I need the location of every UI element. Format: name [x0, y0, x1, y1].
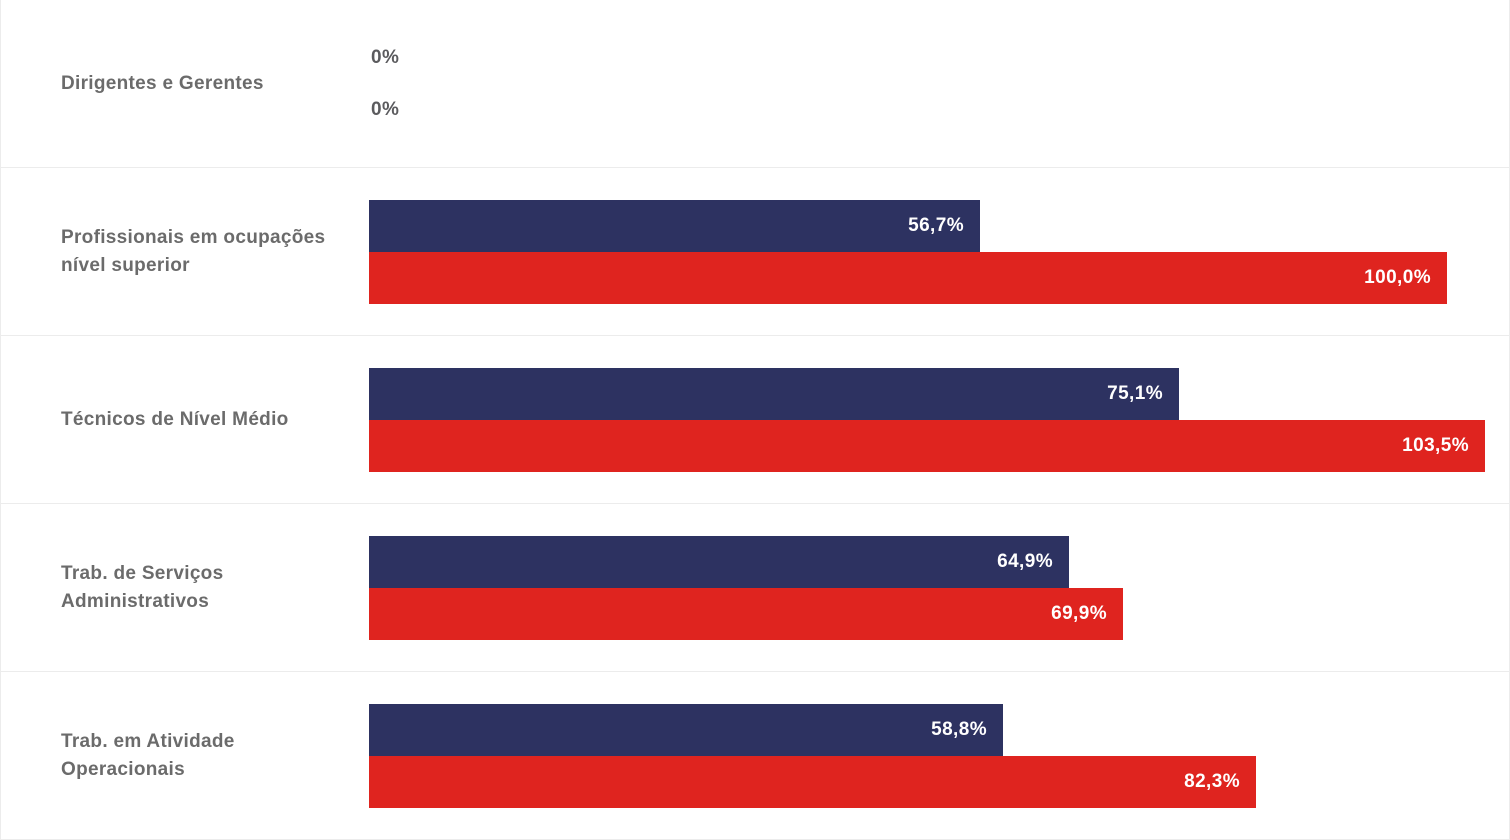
bar-series1: 56,7% [369, 199, 980, 252]
bar-slot-series1: 64,9% [369, 535, 1489, 588]
bar-value-label: 69,9% [1051, 602, 1107, 624]
chart-row: Dirigentes e Gerentes 0% 0% [1, 0, 1509, 168]
bar-value-label: 58,8% [931, 718, 987, 740]
category-label: Trab. de Serviços Administrativos [61, 562, 224, 612]
chart-row: Trab. em Atividade Operacionais 58,8% 82… [1, 672, 1509, 840]
bar-slot-series2: 100,0% [369, 251, 1489, 304]
bar-value-label: 103,5% [1402, 434, 1469, 456]
category-label: Técnicos de Nível Médio [61, 408, 289, 430]
bar-series1: 75,1% [369, 367, 1179, 420]
category-label: Dirigentes e Gerentes [61, 72, 264, 94]
bar-series2: 69,9% [369, 587, 1123, 640]
bar-value-label: 0% [371, 46, 400, 68]
bar-value-label: 82,3% [1184, 770, 1240, 792]
bar-value-label: 64,9% [997, 550, 1053, 572]
bar-slot-series2: 0% [369, 84, 1489, 136]
bar-series1: 58,8% [369, 703, 1003, 756]
chart-row: Profissionais em ocupações nível superio… [1, 168, 1509, 336]
bar-series2: 100,0% [369, 251, 1447, 304]
bar-series1: 64,9% [369, 535, 1069, 588]
bar-group: 75,1% 103,5% [369, 367, 1489, 472]
bar-slot-series2: 82,3% [369, 755, 1489, 808]
bar-value-label: 100,0% [1364, 266, 1431, 288]
bar-group: 0% 0% [369, 32, 1489, 136]
category-label: Trab. em Atividade Operacionais [61, 730, 235, 780]
bar-value-label: 75,1% [1107, 382, 1163, 404]
bar-slot-series1: 0% [369, 32, 1489, 84]
bar-value-label: 56,7% [908, 214, 964, 236]
chart-row: Técnicos de Nível Médio 75,1% 103,5% [1, 336, 1509, 504]
bar-slot-series1: 58,8% [369, 703, 1489, 756]
bar-group: 56,7% 100,0% [369, 199, 1489, 304]
category-label: Profissionais em ocupações nível superio… [61, 226, 326, 276]
bar-series2: 103,5% [369, 419, 1485, 472]
bar-slot-series2: 69,9% [369, 587, 1489, 640]
bar-group: 58,8% 82,3% [369, 703, 1489, 808]
bar-slot-series2: 103,5% [369, 419, 1489, 472]
chart-row: Trab. de Serviços Administrativos 64,9% … [1, 504, 1509, 672]
bar-slot-series1: 56,7% [369, 199, 1489, 252]
bar-group: 64,9% 69,9% [369, 535, 1489, 640]
bar-value-label: 0% [371, 98, 400, 120]
bar-series2: 82,3% [369, 755, 1256, 808]
bar-slot-series1: 75,1% [369, 367, 1489, 420]
